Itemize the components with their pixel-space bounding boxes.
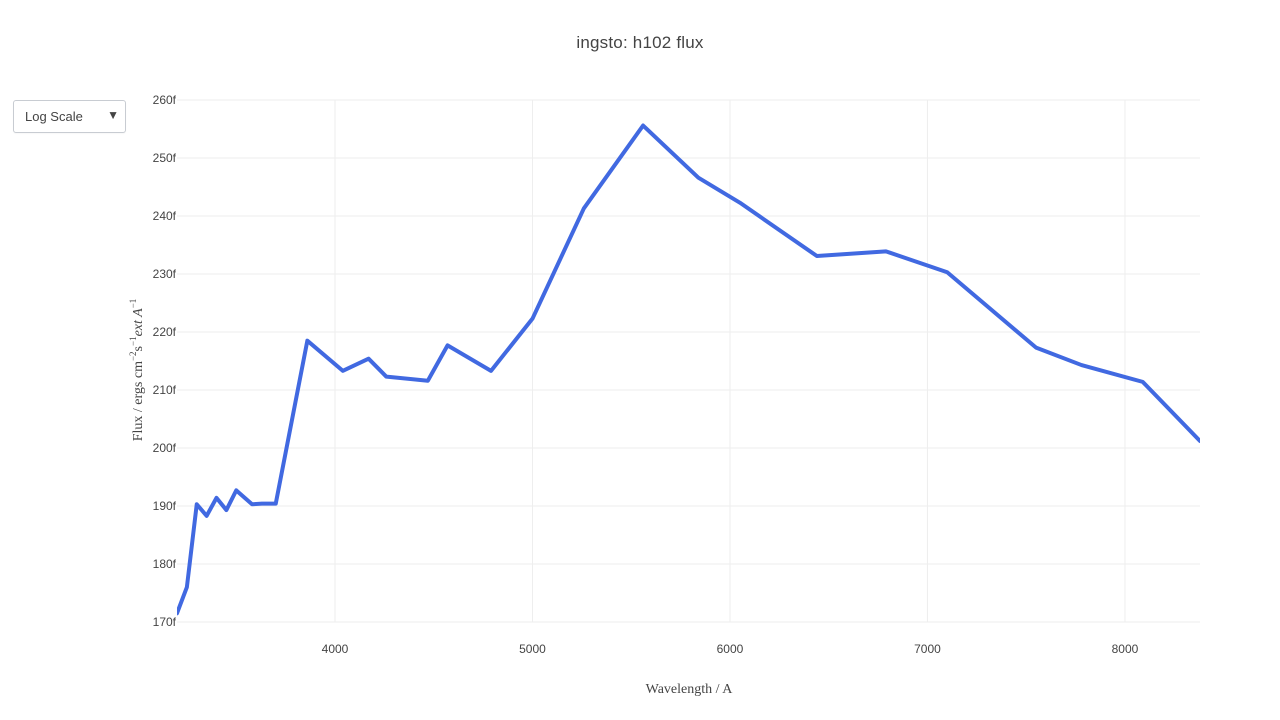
flux-series-line[interactable] [177, 123, 1200, 616]
y-axis-title-tail: ext A [131, 308, 146, 337]
x-tick-label: 6000 [717, 642, 744, 656]
y-tick-label: 200f [153, 441, 177, 455]
y-tick-label: 170f [153, 615, 177, 629]
x-axis-title: Wavelength / A [646, 682, 734, 697]
chart-title: ingsto: h102 flux [576, 33, 704, 52]
y-axis-title-prefix: Flux / ergs cm [131, 361, 146, 441]
y-axis-title-mid: s [131, 346, 146, 351]
y-tick-label: 260f [153, 93, 177, 107]
y-tick-label: 250f [153, 151, 177, 165]
x-gridlines [334, 100, 1126, 622]
series-layer [177, 123, 1200, 616]
y-tick-label: 210f [153, 383, 177, 397]
y-tick-label: 230f [153, 267, 177, 281]
x-tick-label: 8000 [1112, 642, 1139, 656]
y-tick-label: 240f [153, 209, 177, 223]
x-tick-labels: 4000 5000 6000 7000 8000 [322, 642, 1139, 656]
scale-dropdown[interactable]: Log Scale ▼ [13, 100, 126, 133]
y-axis-title-exp1: −2 [128, 351, 138, 361]
y-gridlines [177, 99, 1200, 623]
y-tick-label: 220f [153, 325, 177, 339]
y-axis-title: Flux / ergs cm−2s−1ext A−1 [128, 299, 146, 442]
y-tick-labels: 170f 180f 190f 200f 210f 220f 230f 240f 250f 260f [153, 93, 177, 629]
x-tick-label: 7000 [914, 642, 941, 656]
scale-dropdown-selected: Log Scale [25, 109, 83, 124]
x-tick-label: 5000 [519, 642, 546, 656]
y-tick-label: 190f [153, 499, 177, 513]
caret-down-icon: ▼ [107, 108, 119, 122]
y-axis-title-exp2: −1 [128, 336, 138, 346]
y-axis-title-exp3: −1 [128, 299, 138, 309]
y-tick-label: 180f [153, 557, 177, 571]
x-tick-label: 4000 [322, 642, 349, 656]
